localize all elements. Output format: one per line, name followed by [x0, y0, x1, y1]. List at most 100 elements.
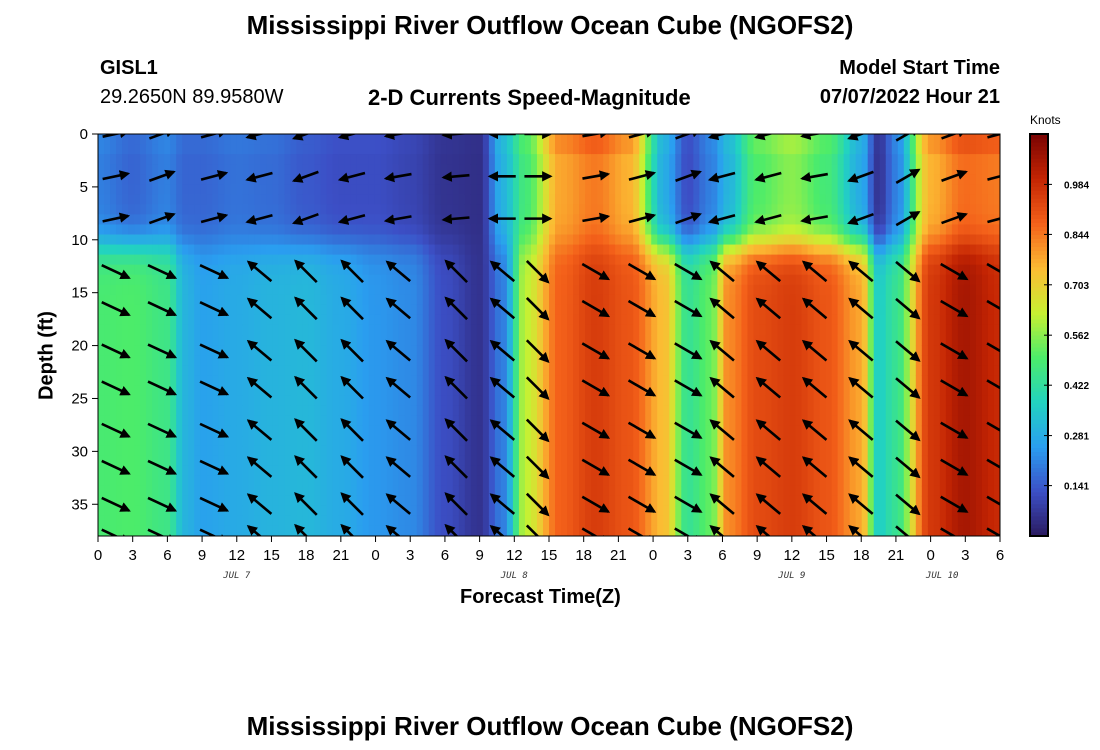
heatmap-cell: [470, 174, 478, 185]
heatmap-cell: [104, 264, 111, 276]
heatmap-cell: [308, 465, 316, 477]
heatmap-cell: [476, 324, 484, 336]
heatmap-cell: [723, 405, 730, 416]
heatmap-cell: [561, 314, 568, 326]
heatmap-cell: [747, 194, 755, 205]
heatmap-cell: [765, 144, 773, 155]
heatmap-cell: [512, 465, 520, 477]
heatmap-cell: [831, 355, 839, 366]
heatmap-cell: [416, 365, 424, 376]
heatmap-cell: [530, 485, 538, 497]
heatmap-cell: [837, 254, 845, 266]
heatmap-cell: [771, 475, 779, 487]
heatmap-cell: [410, 525, 418, 536]
heatmap-cell: [639, 134, 646, 145]
heatmap-cell: [573, 304, 580, 316]
heatmap-cell: [350, 495, 358, 507]
heatmap-cell: [663, 224, 670, 236]
heatmap-cell: [422, 164, 430, 175]
heatmap-cell: [398, 154, 406, 165]
heatmap-cell: [488, 324, 496, 336]
heatmap-cell: [230, 224, 237, 236]
heatmap-cell: [170, 365, 177, 376]
heatmap-cell: [296, 244, 304, 256]
heatmap-cell: [675, 324, 682, 336]
heatmap-cell: [272, 254, 279, 266]
heatmap-cell: [212, 365, 219, 376]
heatmap-cell: [206, 485, 213, 497]
heatmap-cell: [356, 314, 364, 326]
heatmap-cell: [819, 455, 827, 467]
heatmap-cell: [134, 495, 141, 507]
heatmap-cell: [729, 314, 737, 326]
heatmap-cell: [747, 284, 755, 296]
heatmap-cell: [837, 154, 845, 165]
heatmap-cell: [98, 335, 105, 346]
heatmap-cell: [200, 314, 207, 326]
heatmap-cell: [753, 164, 761, 175]
heatmap-cell: [200, 214, 207, 226]
heatmap-cell: [224, 475, 231, 487]
heatmap-cell: [404, 335, 412, 346]
heatmap-cell: [819, 355, 827, 366]
heatmap-cell: [633, 375, 640, 386]
heatmap-cell: [645, 435, 652, 447]
heatmap-cell: [615, 365, 622, 376]
heatmap-cell: [597, 314, 604, 326]
heatmap-cell: [771, 164, 779, 175]
heatmap-cell: [260, 134, 267, 145]
heatmap-cell: [573, 294, 580, 306]
heatmap-cell: [669, 244, 676, 256]
heatmap-cell: [326, 495, 334, 507]
heatmap-cell: [621, 415, 628, 427]
heatmap-cell: [416, 485, 424, 497]
heatmap-cell: [290, 405, 298, 416]
heatmap-cell: [260, 405, 267, 416]
heatmap-cell: [530, 284, 538, 296]
heatmap-cell: [122, 184, 129, 195]
heatmap-cell: [753, 154, 761, 165]
heatmap-cell: [440, 445, 448, 457]
heatmap-cell: [470, 194, 478, 205]
heatmap-cell: [693, 224, 700, 236]
heatmap-cell: [122, 525, 129, 536]
heatmap-cell: [747, 435, 755, 447]
heatmap-cell: [783, 254, 791, 266]
heatmap-cell: [212, 274, 219, 286]
heatmap-cell: [771, 184, 779, 195]
heatmap-cell: [284, 425, 292, 437]
heatmap-cell: [819, 174, 827, 185]
heatmap-cell: [212, 435, 219, 447]
heatmap-cell: [236, 425, 243, 437]
heatmap-cell: [404, 435, 412, 447]
heatmap-cell: [170, 134, 177, 145]
heatmap-cell: [771, 144, 779, 155]
heatmap-cell: [819, 335, 827, 346]
heatmap-cell: [128, 525, 135, 536]
heatmap-cell: [747, 385, 755, 396]
heatmap-cell: [230, 485, 237, 497]
heatmap-cell: [549, 314, 556, 326]
heatmap-cell: [452, 234, 460, 246]
heatmap-cell: [314, 144, 322, 155]
heatmap-cell: [741, 164, 749, 175]
heatmap-cell: [579, 184, 586, 195]
heatmap-cell: [723, 475, 730, 487]
heatmap-cell: [687, 274, 694, 286]
heatmap-cell: [813, 154, 821, 165]
heatmap-cell: [783, 435, 791, 447]
heatmap-cell: [639, 505, 646, 517]
heatmap-cell: [536, 445, 544, 457]
heatmap-cell: [500, 294, 508, 306]
heatmap-cell: [813, 355, 821, 366]
heatmap-cell: [699, 154, 706, 165]
heatmap-cell: [687, 164, 694, 175]
heatmap-cell: [693, 254, 700, 266]
heatmap-cell: [777, 294, 785, 306]
heatmap-cell: [837, 164, 845, 175]
heatmap-cell: [194, 304, 201, 316]
heatmap-cell: [236, 214, 243, 226]
heatmap-cell: [182, 525, 189, 536]
heatmap-cell: [777, 144, 785, 155]
heatmap-cell: [741, 294, 749, 306]
